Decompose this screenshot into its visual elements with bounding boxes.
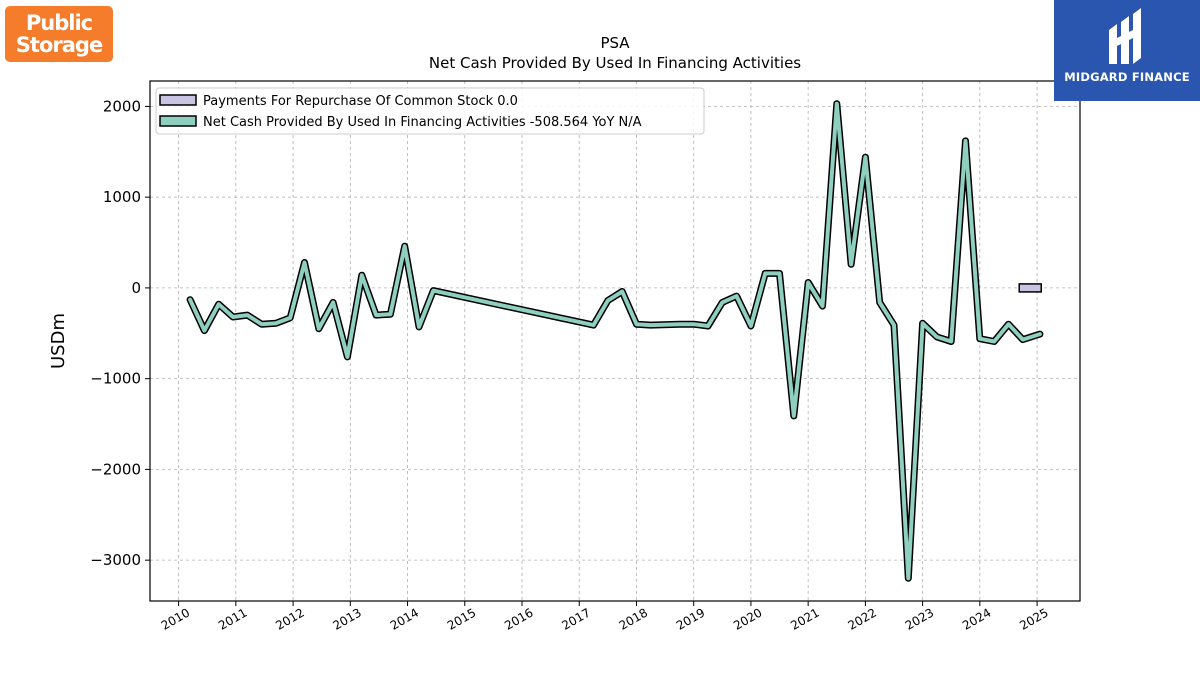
series-line-financing <box>188 101 1042 581</box>
x-tick-label: 2012 <box>273 605 306 632</box>
legend-box <box>155 87 705 135</box>
x-tick-label: 2025 <box>1017 605 1050 632</box>
x-tick-label: 2023 <box>903 605 936 632</box>
legend-label-financing: Net Cash Provided By Used In Financing A… <box>203 115 642 130</box>
bar-repurchase <box>1018 283 1042 293</box>
x-tick-label: 2018 <box>617 605 650 632</box>
y-tick-label: 1000 <box>103 188 141 206</box>
x-tick-label: 2011 <box>216 605 249 632</box>
x-tick-label: 2024 <box>960 605 993 632</box>
x-tick-label: 2014 <box>388 605 421 632</box>
legend-swatch-repurchase <box>159 94 197 106</box>
y-tick-label: 2000 <box>103 97 141 115</box>
x-tick-label: 2021 <box>788 605 821 632</box>
y-tick-label: −1000 <box>90 370 141 388</box>
x-tick-label: 2019 <box>674 605 707 632</box>
axes-frame <box>149 80 1081 602</box>
x-tick-label: 2022 <box>846 605 879 632</box>
y-axis-label: USDm <box>48 313 69 369</box>
x-tick-label: 2020 <box>731 605 764 632</box>
plot-area: 2000 1000 0 −1000 −2000 −3000 2010 2011 2012 2013… <box>90 80 1081 633</box>
logo-line-2: Storage <box>15 33 103 57</box>
x-tick-label: 2015 <box>445 605 478 632</box>
public-storage-logo: Public Storage <box>5 6 113 62</box>
y-tick-label: −3000 <box>90 551 141 569</box>
y-tick-label: 0 <box>131 279 141 297</box>
x-tick-label: 2010 <box>159 605 192 632</box>
x-tick-label: 2013 <box>330 605 363 632</box>
logo-line-1: Public <box>25 11 93 35</box>
legend-label-repurchase: Payments For Repurchase Of Common Stock … <box>203 94 518 109</box>
midgard-mark-icon <box>1109 8 1141 64</box>
y-tick-label: −2000 <box>90 460 141 478</box>
x-tick-label: 2017 <box>559 605 592 632</box>
x-tick-label: 2016 <box>502 605 535 632</box>
chart-subtitle: Net Cash Provided By Used In Financing A… <box>429 54 801 72</box>
legend-swatch-financing <box>159 115 197 127</box>
midgard-finance-logo: MIDGARD FINANCE <box>1054 0 1200 101</box>
midgard-wordmark: MIDGARD FINANCE <box>1064 70 1190 84</box>
chart-title: PSA <box>600 34 630 52</box>
